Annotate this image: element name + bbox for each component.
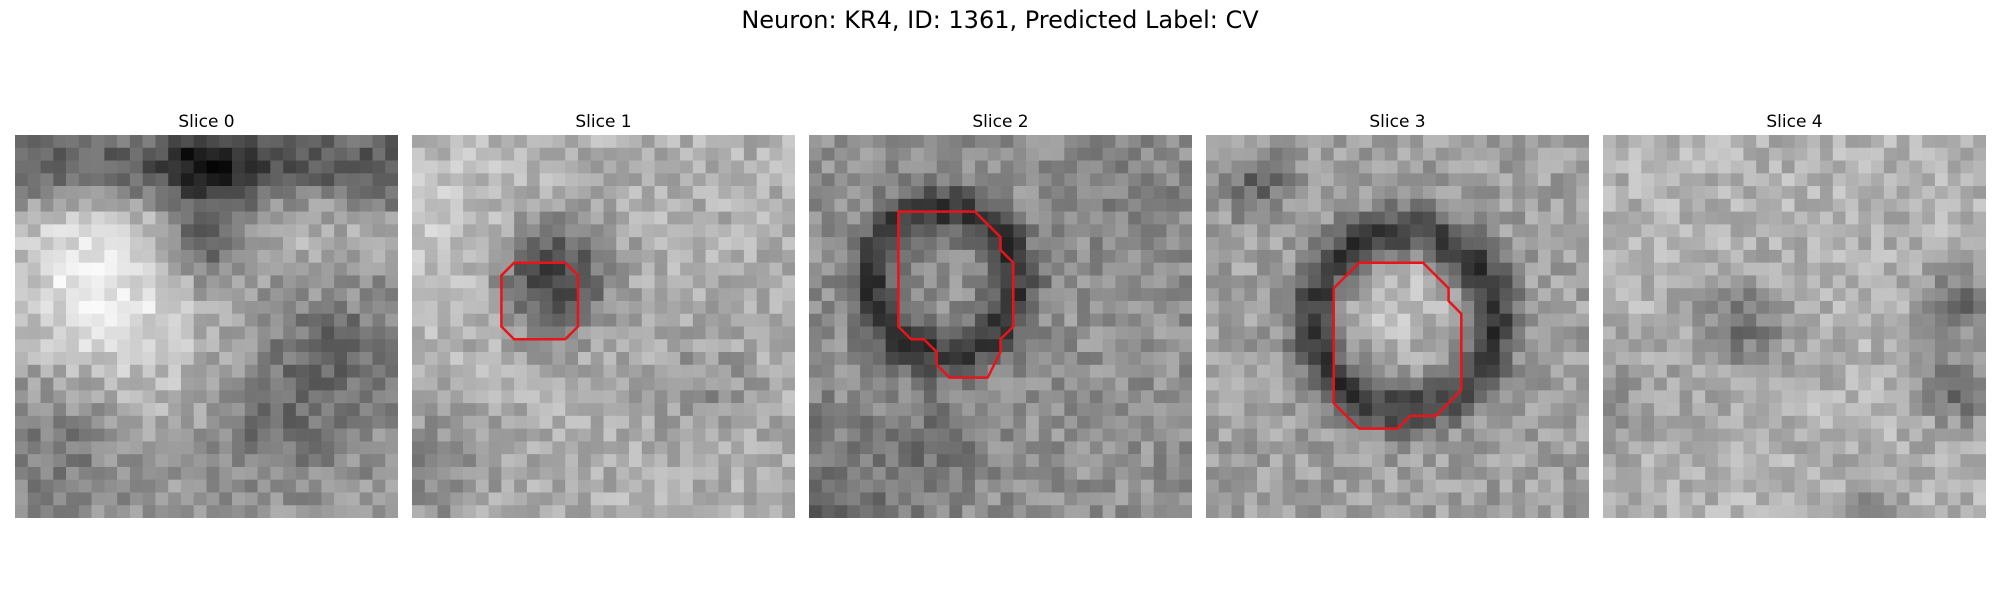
slice-title: Slice 2 bbox=[972, 112, 1029, 132]
slice-title: Slice 1 bbox=[575, 112, 632, 132]
slice-image bbox=[1603, 135, 1986, 518]
slice-title: Slice 3 bbox=[1369, 112, 1426, 132]
slice-image bbox=[1206, 135, 1589, 518]
slice-image bbox=[412, 135, 795, 518]
segmentation-contour bbox=[500, 261, 580, 341]
segmentation-contour bbox=[1332, 261, 1463, 430]
slice-image bbox=[15, 135, 398, 518]
slice-panel-4: Slice 4 bbox=[1603, 110, 1986, 518]
figure-title: Neuron: KR4, ID: 1361, Predicted Label: … bbox=[741, 6, 1259, 34]
slice-panel-2: Slice 2 bbox=[809, 110, 1192, 518]
slice-title: Slice 4 bbox=[1766, 112, 1823, 132]
slice-title: Slice 0 bbox=[178, 112, 235, 132]
slice-panel-3: Slice 3 bbox=[1206, 110, 1589, 518]
segmentation-contour bbox=[897, 210, 1015, 379]
slice-image bbox=[809, 135, 1192, 518]
slice-panel-0: Slice 0 bbox=[15, 110, 398, 518]
slice-panel-1: Slice 1 bbox=[412, 110, 795, 518]
